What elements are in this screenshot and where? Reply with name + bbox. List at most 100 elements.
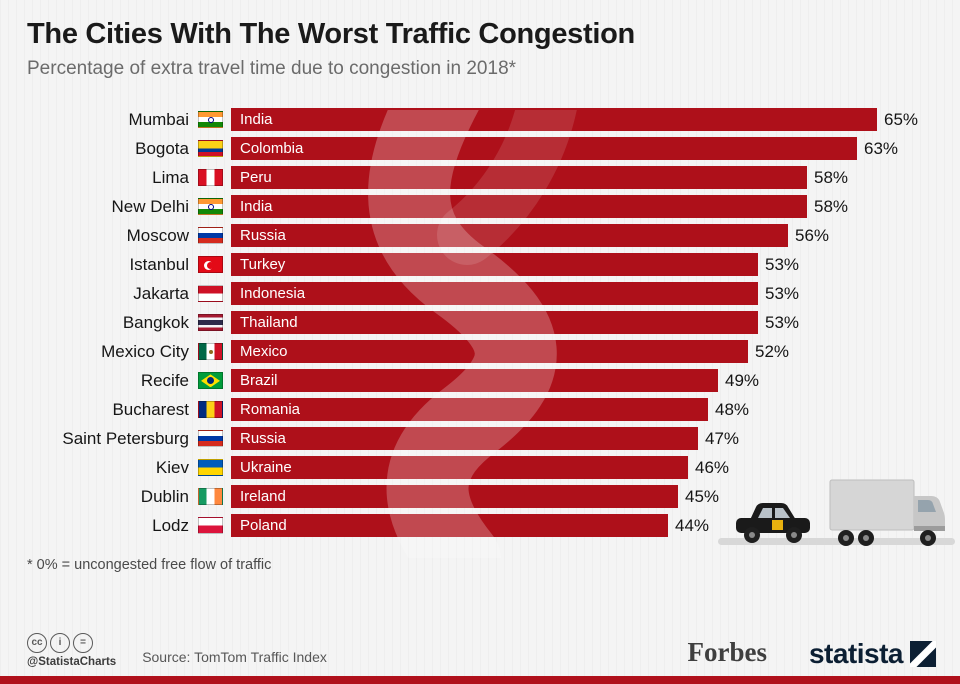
table-row: Recife Brazil 49%	[27, 366, 960, 395]
table-row: Bucharest Romania 48%	[27, 395, 960, 424]
statista-wordmark: statista	[808, 638, 904, 669]
city-label: Kiev	[155, 457, 189, 477]
cc-icon: cc	[27, 633, 47, 653]
city-label: Istanbul	[129, 254, 189, 274]
congestion-bar: Poland	[231, 514, 668, 538]
footer: cc i = @StatistaCharts Source: TomTom Traf…	[27, 633, 936, 668]
table-row: Mexico City Mexico 52%	[27, 337, 960, 366]
country-label: Romania	[240, 401, 301, 419]
peru-flag-icon	[198, 169, 223, 187]
header: The Cities With The Worst Traffic Conges…	[0, 0, 960, 80]
ireland-flag-icon	[198, 488, 223, 506]
country-label: Mexico	[240, 343, 288, 361]
city-label: Moscow	[126, 225, 189, 245]
country-label: Russia	[240, 430, 286, 448]
value-label: 58%	[814, 167, 849, 187]
attribution-icon: i	[50, 633, 70, 653]
city-label: Bogota	[135, 138, 189, 158]
mexico-flag-icon	[198, 343, 223, 361]
page-title: The Cities With The Worst Traffic Conges…	[27, 18, 635, 50]
value-label: 63%	[864, 138, 899, 158]
country-label: Russia	[240, 227, 286, 245]
country-label: Poland	[240, 517, 287, 535]
footnote: * 0% = uncongested free flow of traffic	[27, 557, 272, 574]
bottom-accent-bar	[0, 676, 960, 684]
country-label: India	[240, 111, 273, 129]
license-icons: cc i =	[27, 633, 93, 653]
value-label: 53%	[765, 312, 800, 332]
value-label: 53%	[765, 283, 800, 303]
congestion-bar: India	[231, 195, 807, 219]
city-label: Mumbai	[128, 109, 189, 129]
table-row: Saint Petersburg Russia 47%	[27, 424, 960, 453]
value-label: 52%	[755, 341, 790, 361]
city-label: Lodz	[152, 515, 189, 535]
congestion-bar: India	[231, 108, 877, 132]
table-row: Lodz Poland 44%	[27, 511, 960, 540]
page-subtitle: Percentage of extra travel time due to c…	[27, 58, 517, 80]
congestion-bar: Russia	[231, 224, 788, 248]
value-label: 56%	[795, 225, 830, 245]
country-label: Thailand	[240, 314, 298, 332]
value-label: 53%	[765, 254, 800, 274]
table-row: Bogota Colombia 63%	[27, 134, 960, 163]
country-label: Turkey	[240, 256, 286, 274]
romania-flag-icon	[198, 401, 223, 419]
license-block: cc i = @StatistaCharts	[27, 633, 116, 668]
city-label: Mexico City	[101, 341, 189, 361]
russia-flag-icon	[198, 227, 223, 245]
country-label: Ireland	[240, 488, 286, 506]
value-label: 58%	[814, 196, 849, 216]
table-row: New Delhi India 58%	[27, 192, 960, 221]
city-label: Dublin	[140, 486, 189, 506]
value-label: 47%	[705, 428, 740, 448]
congestion-bar: Russia	[231, 427, 698, 451]
congestion-bar: Mexico	[231, 340, 748, 364]
city-label: New Delhi	[111, 196, 189, 216]
value-label: 49%	[725, 370, 760, 390]
statista-logo: statista	[809, 640, 936, 668]
country-label: Brazil	[240, 372, 278, 390]
congestion-bar: Peru	[231, 166, 807, 190]
table-row: Moscow Russia 56%	[27, 221, 960, 250]
no-derivatives-icon: =	[73, 633, 93, 653]
brazil-flag-icon	[198, 372, 223, 390]
thailand-flag-icon	[198, 314, 223, 332]
city-label: Jakarta	[133, 283, 189, 303]
congestion-bar: Thailand	[231, 311, 758, 335]
congestion-bar: Turkey	[231, 253, 758, 277]
table-row: Dublin Ireland 45%	[27, 482, 960, 511]
city-label: Bangkok	[122, 312, 189, 332]
table-row: Kiev Ukraine 46%	[27, 453, 960, 482]
city-label: Saint Petersburg	[62, 428, 189, 448]
value-label: 46%	[695, 457, 730, 477]
source-text: Source: TomTom Traffic Index	[142, 649, 327, 665]
table-row: Lima Peru 58%	[27, 163, 960, 192]
congestion-bar: Romania	[231, 398, 708, 422]
city-label: Bucharest	[112, 399, 189, 419]
table-row: Mumbai India 65%	[27, 105, 960, 134]
poland-flag-icon	[198, 517, 223, 535]
congestion-bar: Brazil	[231, 369, 718, 393]
congestion-bar: Indonesia	[231, 282, 758, 306]
russia-flag-icon	[198, 430, 223, 448]
congestion-bar: Ireland	[231, 485, 678, 509]
colombia-flag-icon	[198, 140, 223, 158]
congestion-bar: Ukraine	[231, 456, 688, 480]
table-row: Istanbul Turkey 53%	[27, 250, 960, 279]
country-label: Peru	[240, 169, 272, 187]
country-label: Colombia	[240, 140, 304, 158]
chart-rows: Mumbai India 65% Bogota Colombia 63% Lim…	[27, 105, 960, 540]
forbes-logo: Forbes	[687, 637, 767, 667]
country-label: Indonesia	[240, 285, 306, 303]
indonesia-flag-icon	[198, 285, 223, 303]
table-row: Bangkok Thailand 53%	[27, 308, 960, 337]
ukraine-flag-icon	[198, 459, 223, 477]
value-label: 45%	[685, 486, 720, 506]
india-flag-icon	[198, 111, 223, 129]
table-row: Jakarta Indonesia 53%	[27, 279, 960, 308]
bar-chart: Mumbai India 65% Bogota Colombia 63% Lim…	[27, 105, 960, 540]
country-label: India	[240, 198, 273, 216]
value-label: 65%	[884, 109, 919, 129]
value-label: 48%	[715, 399, 750, 419]
